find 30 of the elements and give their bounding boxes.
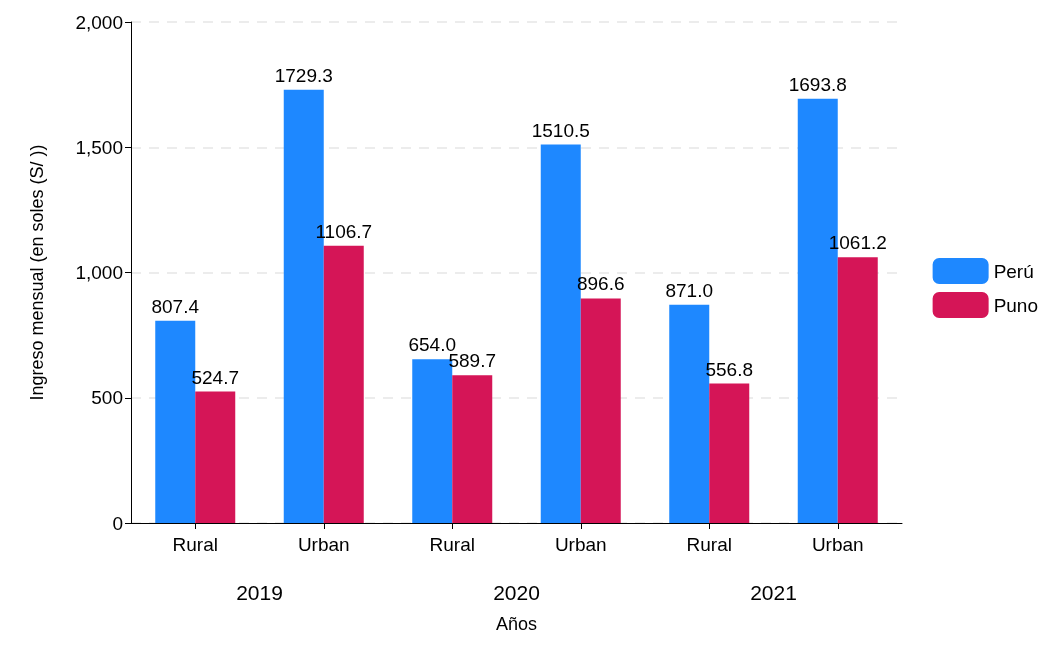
legend-label: Puno bbox=[993, 294, 1038, 316]
y-axis-title: Ingreso mensual (en soles (S/ )) bbox=[27, 144, 47, 401]
data-label: 871.0 bbox=[665, 279, 714, 301]
bar bbox=[323, 245, 364, 523]
x-tick-label: Rural bbox=[429, 534, 475, 555]
y-tick-label: 1,000 bbox=[75, 262, 123, 283]
text: 2021 bbox=[750, 580, 797, 604]
y-tick-label: 1,500 bbox=[75, 136, 123, 158]
bar bbox=[709, 383, 750, 523]
bar bbox=[837, 257, 878, 523]
text: 2019 bbox=[236, 580, 283, 604]
bar bbox=[580, 298, 621, 523]
data-label: 1693.8 bbox=[788, 73, 847, 95]
legend-label: Perú bbox=[993, 260, 1034, 282]
y-tick-label: 0 bbox=[112, 512, 123, 534]
text: 2020 bbox=[493, 580, 540, 604]
x-tick-label: Urban bbox=[554, 534, 607, 555]
y-tick-label: 500 bbox=[91, 387, 123, 409]
x-tick-label: Rural bbox=[686, 534, 732, 555]
data-label: 1510.5 bbox=[531, 119, 590, 141]
x-tick-label: Urban bbox=[811, 534, 864, 555]
bar bbox=[452, 375, 493, 523]
y-tick-label: 2,000 bbox=[75, 11, 123, 33]
bar bbox=[195, 391, 236, 523]
data-label: 807.4 bbox=[151, 295, 200, 317]
x-tick-label: Urban bbox=[297, 534, 350, 555]
data-label: 1729.3 bbox=[274, 64, 333, 86]
x-tick-label: Rural bbox=[172, 534, 218, 555]
data-label: 589.7 bbox=[448, 350, 497, 372]
x-axis-title: Años bbox=[495, 614, 538, 634]
